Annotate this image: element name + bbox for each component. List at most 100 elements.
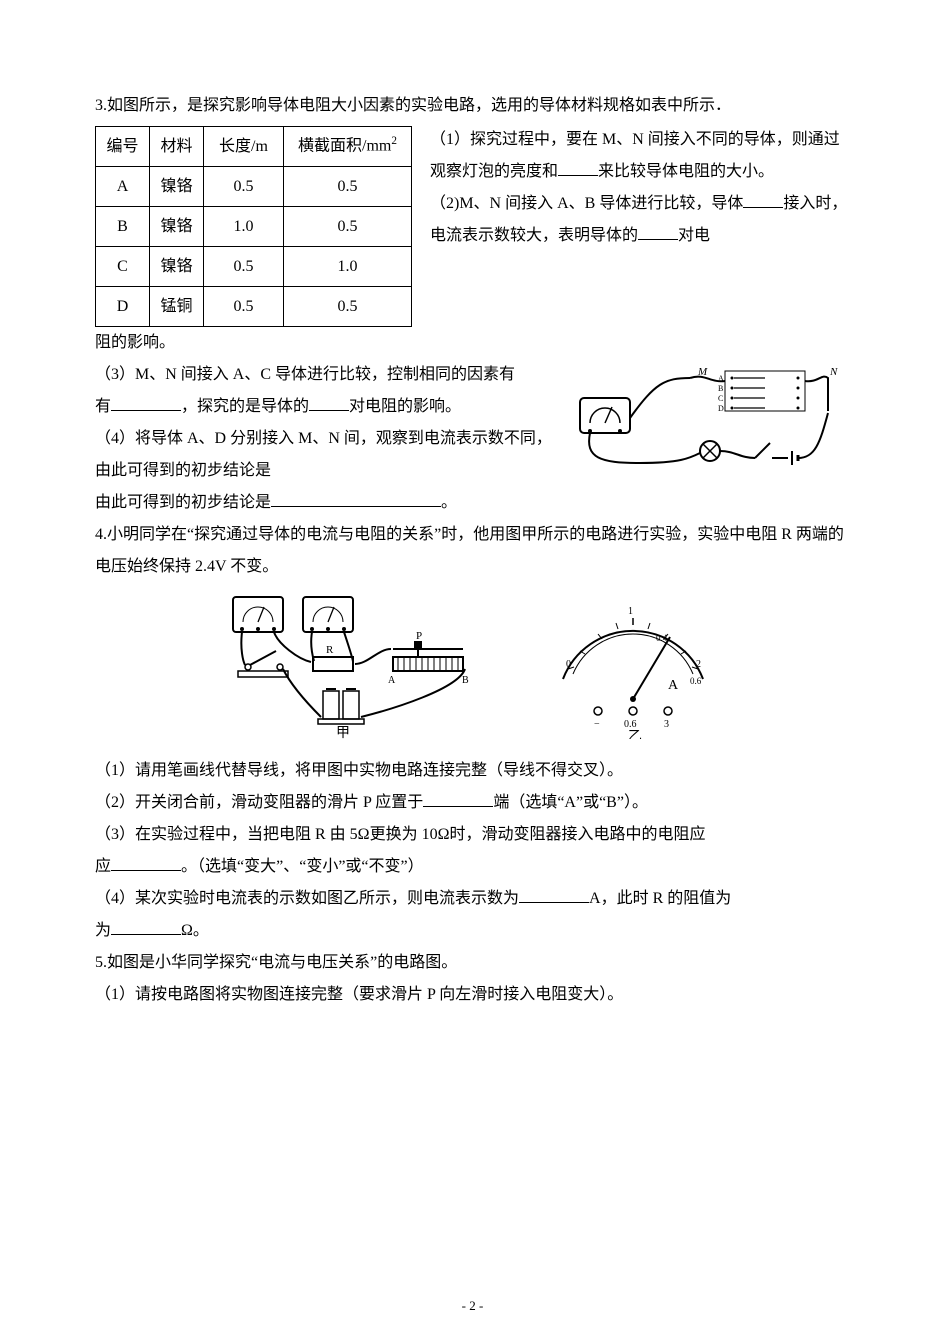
- text: ，探究的是导体的: [181, 398, 309, 415]
- th-area-sup: 2: [391, 135, 397, 147]
- term-06: 0.6: [624, 719, 637, 730]
- table-row: A 镍铬 0.5 0.5: [96, 167, 412, 207]
- svg-text:B: B: [462, 675, 469, 686]
- cell: 1.0: [204, 207, 284, 247]
- q5-intro: 5.如图是小华同学探究“电流与电压关系”的电路图。: [95, 947, 850, 979]
- q4-figures: R P A B: [95, 589, 850, 751]
- text: 应: [95, 858, 111, 875]
- blank[interactable]: [743, 190, 783, 208]
- q4-p1: （1）请用笔画线代替导线，将甲图中实物电路连接完整（导线不得交叉）。: [95, 755, 850, 787]
- svg-text:A: A: [388, 675, 396, 686]
- fig-label-yi: 乙: [628, 729, 642, 739]
- text: （3）在实验过程中，当把电阻 R 由 5Ω更换为 10Ω时，滑动变阻器接入电路中…: [95, 826, 705, 843]
- cell: 0.5: [284, 207, 412, 247]
- cell: 0.5: [284, 287, 412, 327]
- q4-p4c: 为 Ω。: [95, 915, 850, 947]
- text: 对电阻的影响。: [349, 398, 461, 415]
- blank[interactable]: [111, 393, 181, 411]
- cell: 0.5: [204, 287, 284, 327]
- q3-p4-blank: 由此可得到的初步结论是 。: [95, 487, 850, 519]
- cell: 锰铜: [150, 287, 204, 327]
- q3-table: 编号 材料 长度/m 横截面积/mm2 A 镍铬 0.5 0.5 B 镍铬 1.…: [95, 126, 412, 327]
- svg-text:0: 0: [566, 659, 571, 670]
- q4-p4: （4）某次实验时电流表的示数如图乙所示，则电流表示数为 A，此时 R 的阻值为: [95, 883, 850, 915]
- text: Ω。: [181, 922, 209, 939]
- circuit-svg: M N A B C D: [570, 363, 850, 473]
- q3-p2: （2)M、N 间接入 A、B 导体进行比较，导体接入时，电流表示数较大，表明导体…: [430, 188, 850, 252]
- blank[interactable]: [111, 853, 181, 871]
- q5-p1: （1）请按电路图将实物图连接完整（要求滑片 P 向左滑时接入电阻变大）。: [95, 979, 850, 1011]
- text: （2）开关闭合前，滑动变阻器的滑片 P 应置于: [95, 794, 423, 811]
- q3-p4: （4）将导体 A、D 分别接入 M、N 间，观察到电流表示数不同，由此可得到的初…: [95, 423, 562, 487]
- ammeter-yi-svg: 0 1 2 0.4 0.6 A − 0.6 3 乙: [538, 589, 728, 739]
- table-row: C 镍铬 0.5 1.0: [96, 247, 412, 287]
- q4-p3: （3）在实验过程中，当把电阻 R 由 5Ω更换为 10Ω时，滑动变阻器接入电路中…: [95, 819, 850, 851]
- q4-fig-right: 0 1 2 0.4 0.6 A − 0.6 3 乙: [538, 589, 728, 751]
- cell: 镍铬: [150, 207, 204, 247]
- ammeter-A: A: [668, 678, 679, 693]
- text: 。: [441, 494, 457, 511]
- svg-text:R: R: [326, 644, 334, 656]
- cell: 1.0: [284, 247, 412, 287]
- cell: B: [96, 207, 150, 247]
- th-id: 编号: [96, 127, 150, 167]
- th-length: 长度/m: [204, 127, 284, 167]
- q3-p2d: 阻的影响。: [95, 327, 850, 359]
- text: 。（选填“变大”、“变小”或“不变”）: [181, 858, 424, 875]
- text: （4）某次实验时电流表的示数如图乙所示，则电流表示数为: [95, 890, 519, 907]
- cell: 镍铬: [150, 167, 204, 207]
- term-3: 3: [664, 719, 669, 730]
- cell: 0.5: [284, 167, 412, 207]
- label-N: N: [829, 366, 838, 378]
- cell: A: [96, 167, 150, 207]
- text: 由此可得到的初步结论是: [95, 494, 271, 511]
- cell: 0.5: [204, 247, 284, 287]
- scale-top2: 2: [696, 659, 701, 670]
- label-D: D: [718, 404, 724, 413]
- cell: 0.5: [204, 167, 284, 207]
- blank[interactable]: [558, 158, 598, 176]
- text: A，此时 R 的阻值为: [589, 890, 731, 907]
- table-header-row: 编号 材料 长度/m 横截面积/mm2: [96, 127, 412, 167]
- q3-mid-text: （3）M、N 间接入 A、C 导体进行比较，控制相同的因素有 有，探究的是导体的…: [95, 359, 562, 487]
- label-C: C: [718, 394, 723, 403]
- cell: C: [96, 247, 150, 287]
- scale-mid: 0.4: [656, 633, 668, 643]
- svg-text:P: P: [416, 630, 422, 642]
- text: （2)M、N 间接入 A、B 导体进行比较，导体: [430, 195, 743, 212]
- blank[interactable]: [111, 917, 181, 935]
- q3-intro: 3.如图所示，是探究影响导体电阻大小因素的实验电路，选用的导体材料规格如表中所示…: [95, 90, 850, 122]
- circuit-jia-svg: R P A B: [218, 589, 488, 739]
- q4-fig-left: R P A B: [218, 589, 488, 751]
- text: 为: [95, 922, 111, 939]
- th-material: 材料: [150, 127, 204, 167]
- q4-p2: （2）开关闭合前，滑动变阻器的滑片 P 应置于 端（选填“A”或“B”）。: [95, 787, 850, 819]
- q3-p1: （1）探究过程中，要在 M、N 间接入不同的导体，则通过观察灯泡的亮度和来比较导…: [430, 124, 850, 188]
- text: 端（选填“A”或“B”）。: [493, 794, 648, 811]
- th-area-text: 横截面积/mm: [298, 138, 391, 155]
- text: （4）将导体 A、D 分别接入 M、N 间，观察到电流表示数不同，由此可得到的初…: [95, 430, 552, 479]
- q3-circuit-diagram: M N A B C D: [570, 363, 850, 473]
- page: 3.如图所示，是探究影响导体电阻大小因素的实验电路，选用的导体材料规格如表中所示…: [0, 0, 945, 1337]
- table-row: B 镍铬 1.0 0.5: [96, 207, 412, 247]
- text: 对电: [678, 227, 710, 244]
- cell: 镍铬: [150, 247, 204, 287]
- scale-max: 0.6: [690, 676, 702, 686]
- blank[interactable]: [519, 885, 589, 903]
- cell: D: [96, 287, 150, 327]
- blank[interactable]: [423, 789, 493, 807]
- blank[interactable]: [271, 489, 441, 507]
- fig-label-jia: 甲: [336, 726, 350, 739]
- q3-mid-row: （3）M、N 间接入 A、C 导体进行比较，控制相同的因素有 有，探究的是导体的…: [95, 359, 850, 487]
- th-area: 横截面积/mm2: [284, 127, 412, 167]
- q3-right-text: （1）探究过程中，要在 M、N 间接入不同的导体，则通过观察灯泡的亮度和来比较导…: [430, 122, 850, 252]
- page-number: - 2 -: [0, 1293, 945, 1319]
- q4-p3b: 应 。（选填“变大”、“变小”或“不变”）: [95, 851, 850, 883]
- blank[interactable]: [638, 222, 678, 240]
- q3-p3: 有 ，探究的是导体的 对电阻的影响。: [95, 391, 562, 423]
- term-minus: −: [594, 719, 600, 730]
- text: 来比较导体电阻的大小。: [598, 163, 774, 180]
- blank[interactable]: [309, 393, 349, 411]
- text: 有: [95, 398, 111, 415]
- label-B: B: [718, 384, 723, 393]
